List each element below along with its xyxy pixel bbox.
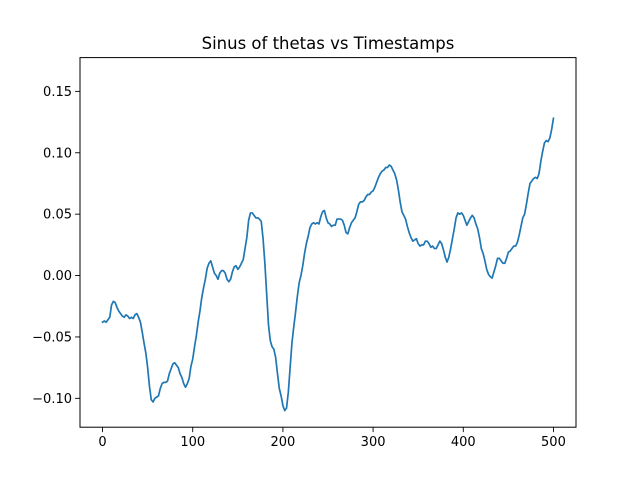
y-tick-label: −0.10 [32,392,72,407]
plot-frame [79,57,577,428]
y-tick-label: 0.15 [43,85,72,100]
x-tick-label: 200 [270,435,295,450]
x-axis: 0 100 200 300 400 500 [98,427,566,450]
series-line [101,117,555,412]
y-axis: −0.10 −0.05 0.00 0.05 0.10 0.15 [32,85,80,407]
chart-title: Sinus of thetas vs Timestamps [202,34,455,53]
y-tick-label: 0.05 [43,208,72,223]
x-tick-label: 400 [451,435,476,450]
x-tick-label: 0 [98,435,106,450]
x-tick-label: 100 [180,435,205,450]
y-tick-label: 0.00 [43,269,72,284]
x-tick-label: 500 [541,435,566,450]
series-layer [101,117,555,412]
y-tick-label: −0.05 [32,330,72,345]
x-tick-label: 300 [361,435,386,450]
y-tick-label: 0.10 [43,146,72,161]
